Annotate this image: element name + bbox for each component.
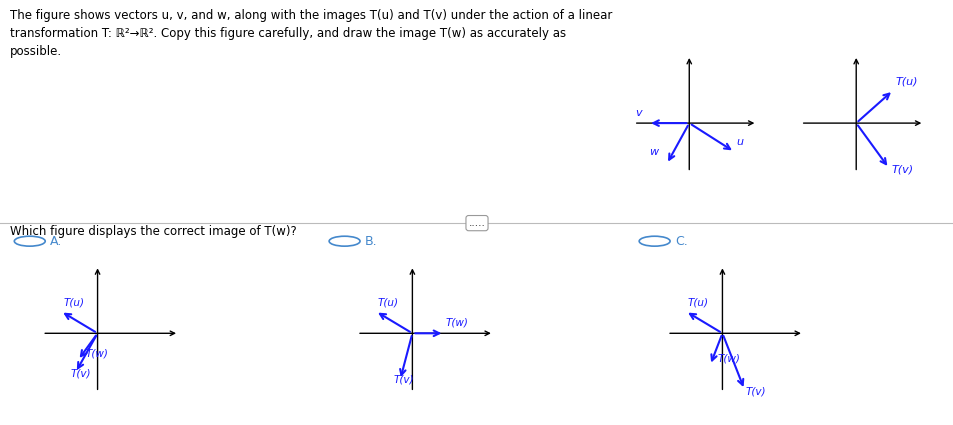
Text: Which figure displays the correct image of T(w)?: Which figure displays the correct image … (10, 225, 296, 238)
Text: w: w (649, 147, 658, 157)
Text: T(v): T(v) (71, 368, 91, 379)
Text: T(u): T(u) (63, 298, 84, 308)
Text: u: u (736, 137, 742, 147)
Text: T(u): T(u) (894, 77, 917, 87)
Text: The figure shows vectors u, v, and w, along with the images T(u) and T(v) under : The figure shows vectors u, v, and w, al… (10, 8, 611, 57)
Text: T(w): T(w) (445, 317, 468, 327)
Text: T(w): T(w) (717, 354, 740, 364)
Text: B.: B. (365, 235, 377, 248)
Circle shape (639, 236, 669, 246)
Text: C.: C. (675, 235, 687, 248)
Text: T(w): T(w) (85, 349, 108, 359)
Circle shape (329, 236, 359, 246)
Circle shape (14, 236, 45, 246)
Text: v: v (635, 108, 641, 118)
Text: T(v): T(v) (745, 386, 765, 396)
Text: A.: A. (51, 235, 63, 248)
Text: .....: ..... (468, 218, 485, 228)
Text: T(u): T(u) (377, 298, 398, 308)
Text: T(v): T(v) (394, 375, 414, 385)
Text: T(v): T(v) (890, 164, 912, 174)
Text: T(u): T(u) (687, 298, 708, 308)
